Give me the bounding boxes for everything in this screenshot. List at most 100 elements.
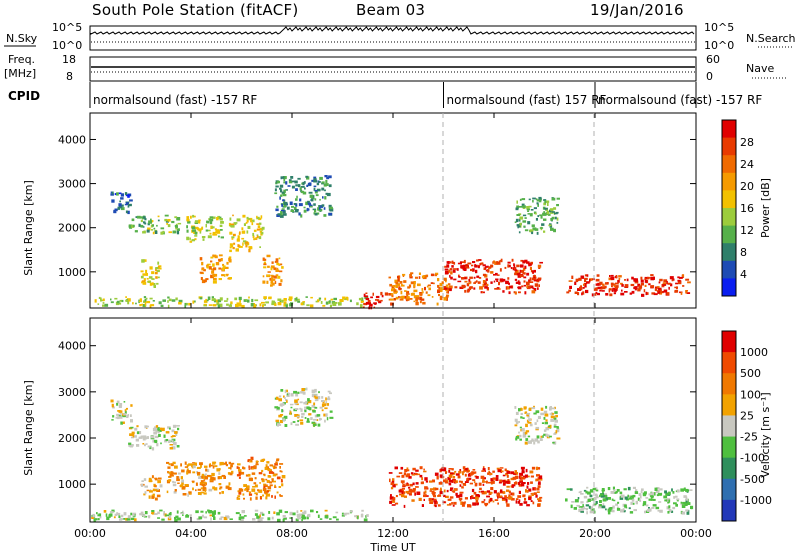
data-cell (236, 474, 241, 477)
x-tick-label: 08:00 (276, 527, 308, 540)
data-cell (144, 444, 146, 447)
data-cell (596, 292, 600, 296)
data-cell (332, 516, 337, 519)
data-cell (466, 470, 470, 473)
data-cell (278, 414, 282, 418)
data-cell (252, 303, 255, 305)
data-cell (192, 229, 197, 233)
data-cell (448, 483, 452, 486)
data-cell (116, 300, 120, 304)
data-cell (576, 278, 580, 281)
data-cell (535, 479, 538, 482)
data-cell (162, 230, 165, 234)
data-cell (141, 303, 143, 306)
data-cell (531, 224, 535, 228)
data-cell (255, 463, 259, 466)
data-cell (616, 507, 621, 511)
data-cell (398, 472, 403, 474)
data-cell (192, 465, 196, 469)
data-cell (211, 472, 215, 477)
data-cell (226, 515, 230, 519)
data-cell (525, 423, 528, 428)
data-cell (266, 274, 270, 277)
data-cell (293, 390, 297, 394)
data-cell (395, 281, 399, 285)
data-cell (173, 472, 177, 475)
data-cell (301, 388, 305, 392)
data-cell (222, 267, 225, 271)
data-cell (240, 518, 244, 521)
data-cell (149, 282, 153, 286)
data-cell (629, 511, 634, 514)
data-cell (214, 228, 217, 231)
colorbar-swatch (722, 260, 736, 279)
data-cell (681, 274, 685, 278)
data-cell (537, 498, 541, 500)
data-cell (170, 463, 174, 467)
freq-label: Freq. (8, 53, 35, 66)
data-cell (291, 205, 295, 208)
data-cell (506, 485, 510, 488)
data-cell (167, 471, 169, 474)
data-cell (203, 300, 208, 303)
data-cell (279, 263, 283, 266)
data-cell (202, 238, 205, 241)
data-cell (589, 278, 593, 281)
data-cell (532, 287, 535, 290)
data-cell (448, 474, 453, 478)
data-cell (498, 495, 502, 499)
data-cell (310, 296, 313, 299)
data-cell (201, 483, 206, 487)
data-cell (271, 479, 274, 483)
data-cell (469, 482, 473, 485)
data-cell (424, 490, 427, 494)
data-cell (261, 301, 265, 304)
data-cell (198, 220, 201, 224)
data-cell (537, 203, 539, 207)
data-cell (415, 276, 418, 279)
x-tick-label: 12:00 (377, 527, 409, 540)
data-cell (276, 214, 280, 217)
data-cell (551, 211, 555, 213)
data-cell (656, 494, 659, 497)
data-cell (373, 306, 376, 309)
data-cell (174, 489, 177, 492)
data-cell (571, 501, 575, 503)
data-cell (299, 187, 302, 191)
data-cell (611, 289, 614, 292)
data-cell (390, 293, 393, 296)
data-cell (536, 202, 539, 205)
data-cell (444, 480, 449, 484)
data-cell (316, 188, 321, 192)
data-cell (310, 198, 314, 202)
data-cell (644, 278, 647, 281)
data-cell (408, 486, 411, 489)
data-cell (522, 272, 526, 275)
data-cell (592, 498, 595, 501)
data-cell (539, 496, 543, 499)
data-cell (489, 498, 493, 501)
data-cell (296, 195, 298, 199)
data-cell (543, 429, 547, 432)
data-cell (535, 410, 540, 414)
data-cell (478, 482, 482, 486)
nsky-trace (90, 26, 695, 43)
data-cell (527, 213, 531, 215)
data-cell (526, 206, 530, 209)
data-cell (516, 214, 521, 216)
data-cell (119, 200, 121, 203)
data-cell (231, 470, 234, 474)
data-cell (125, 202, 129, 205)
data-cell (212, 512, 215, 516)
data-cell (242, 214, 246, 218)
data-cell (136, 431, 140, 435)
data-cell (455, 480, 458, 483)
data-cell (467, 477, 472, 480)
data-cell (129, 227, 133, 229)
data-cell (405, 299, 408, 302)
data-cell (197, 471, 201, 475)
data-cell (506, 470, 511, 474)
data-cell (365, 515, 367, 518)
data-cell (175, 227, 178, 230)
data-cell (212, 263, 215, 267)
